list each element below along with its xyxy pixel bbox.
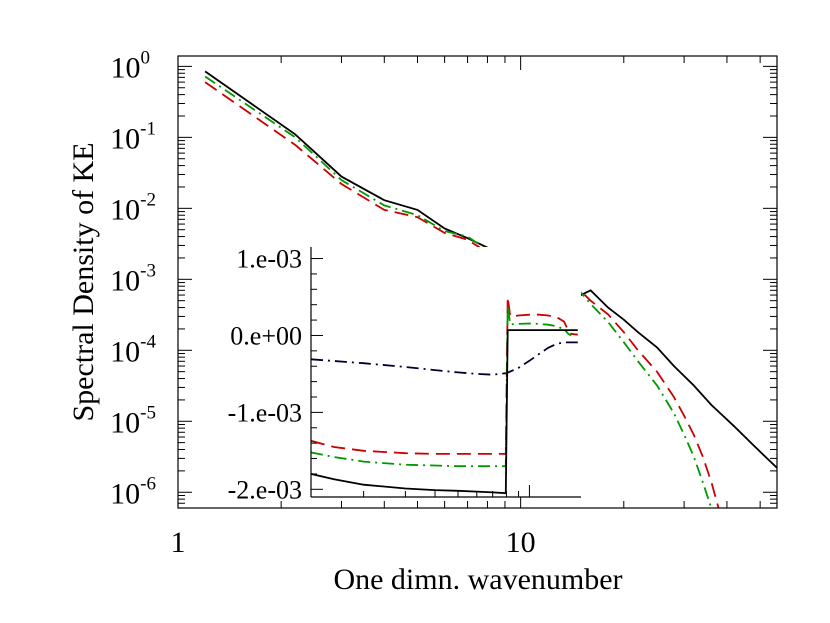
y-tick-label: 10-2 [110, 189, 156, 226]
inset-series-line-1 [311, 296, 578, 455]
inset-y-tick-label: 1.e-03 [236, 245, 302, 274]
inset-series-line-0 [311, 341, 578, 376]
main-tick-marks [177, 56, 777, 509]
main-y-tick-labels: 100 10-1 10-2 10-3 10-4 10-5 10-6 [110, 47, 156, 510]
x-tick-label: 10 [506, 526, 536, 559]
inset-y-tick-label: 0.e+00 [230, 321, 302, 350]
inset-y-tick-labels: 1.e-03 0.e+00 -1.e-03 -2.e-03 [228, 245, 302, 505]
y-tick-label: 100 [111, 47, 151, 84]
x-tick-label: 1 [171, 526, 186, 559]
main-series-line-1 [204, 81, 720, 508]
y-tick-label: 10-3 [110, 260, 156, 297]
inset-y-tick-label: -2.e-03 [228, 475, 302, 504]
main-x-tick-labels: 1 10 [171, 526, 536, 559]
y-tick-label: 10-5 [110, 402, 156, 439]
inset-y-tick-label: -1.e-03 [228, 398, 302, 427]
inset-background [311, 247, 581, 497]
x-axis-title: One dimn. wavenumber [333, 563, 622, 596]
main-plot-frame [177, 55, 778, 509]
y-tick-label: 10-4 [110, 331, 156, 368]
y-tick-label: 10-1 [110, 118, 156, 155]
y-axis-title: Spectral Density of KE [67, 142, 100, 421]
y-tick-label: 10-6 [110, 473, 156, 510]
inset-axes [310, 247, 581, 498]
